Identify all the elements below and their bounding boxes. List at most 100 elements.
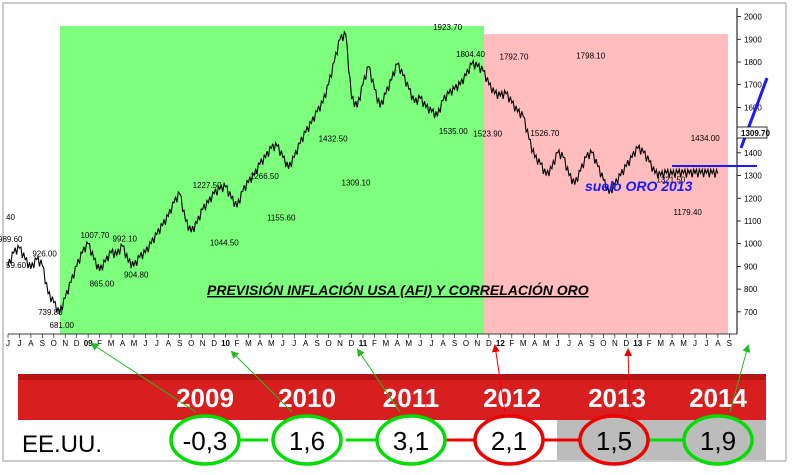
peak-label: 989.60 [0,235,23,244]
year-label: 2010 [278,383,336,413]
x-tick-label: F [97,339,102,348]
gold-price-series [7,30,719,315]
x-tick-label: J [430,339,434,348]
peak-label: 1007.70 [80,231,109,240]
peak-label: 904.80 [124,270,149,279]
x-tick-label: A [166,339,172,348]
left-cut-label-2: 59.60 [6,261,27,270]
x-tick-label: M [131,339,138,348]
x-tick-label: D [623,339,629,348]
inflation-circle [473,414,545,466]
x-tick-label: A [532,339,538,348]
y-tick-label: 1600 [744,103,762,112]
year-label: 2011 [383,383,439,413]
x-tick-label: M [520,339,527,348]
x-tick-label: A [669,339,675,348]
x-tick-label: D [486,339,492,348]
x-tick-label: O [600,339,606,348]
peak-labels: 989.60 926.00 739.80 681.00 1007.70 865.00 992… [0,23,720,330]
x-tick-label: J [155,339,159,348]
y-tick-label: 2000 [744,13,762,22]
x-tick-label: S [177,339,182,348]
x-tick-label: J [6,339,10,348]
inflation-values: -0,3 1,6 3,1 2,1 1,5 1,9 [169,414,754,466]
x-tick-label: S [589,339,594,348]
inflation-value: 1,5 [596,426,632,456]
x-tick-label: 09 [84,339,93,348]
green-zone [60,26,484,334]
year-label: 2009 [176,383,234,413]
peak-label: 739.80 [38,308,63,317]
year-arrows [90,342,751,413]
x-tick-label: O [188,339,194,348]
peak-label: 1044.50 [210,239,239,248]
x-tick-label: O [463,339,469,348]
peak-label: 1523.90 [473,130,502,139]
y-tick-label: 900 [744,262,758,271]
year-banner [18,374,766,420]
inflation-value: 1,9 [700,426,736,456]
x-tick-label: D [211,339,217,348]
peak-label: 1535.00 [439,127,468,136]
x-tick-label: F [647,339,652,348]
peak-label: 1792.70 [500,53,529,62]
inflation-value: 2,1 [491,426,527,456]
inflation-circle [271,414,343,466]
x-tick-label: A [440,339,446,348]
peak-label: 681.00 [50,321,75,330]
x-tick-label: J [556,339,560,348]
peak-label: 1227.50 [193,181,222,190]
peak-label: 865.00 [90,279,115,288]
y-tick-label: 700 [744,308,758,317]
x-tick-label: M [543,339,550,348]
y-tick-label: 1400 [744,149,762,158]
peak-label: 1155.60 [267,213,296,222]
y-tick-label: 1900 [744,35,762,44]
peak-label: 1266.50 [250,172,279,181]
floor-annotation: suelo ORO 2013 [585,178,693,194]
x-tick-label: M [383,339,390,348]
x-tick-label: J [281,339,285,348]
x-tick-label: A [257,339,263,348]
inflation-value: -0,3 [183,426,228,456]
x-tick-label: O [51,339,57,348]
x-tick-label: 13 [633,339,642,348]
y-tick-label: 1100 [744,217,762,226]
x-tick-label: F [235,339,240,348]
x-tick-label: M [405,339,412,348]
x-tick-label: D [349,339,355,348]
peak-label: 1526.70 [530,129,559,138]
x-tick-label: S [314,339,319,348]
peak-label: 1804.40 [456,50,485,59]
y-tick-label: 1800 [744,58,762,67]
x-tick-label: S [727,339,732,348]
x-tick-label: J [704,339,708,348]
inflation-circle [169,414,241,466]
x-tick-label: A [120,339,126,348]
peak-label: 1309.10 [342,178,371,187]
y-tick-label: 1000 [744,240,762,249]
year-label: 2013 [588,383,646,413]
country-label: EE.UU. [22,431,102,458]
inflation-value: 1,6 [289,426,325,456]
x-tick-label: S [40,339,45,348]
x-tick-label: J [143,339,147,348]
series-line [7,30,719,315]
peak-label: 926.00 [32,249,57,258]
x-tick-label: J [17,339,21,348]
month-ticks: J J A S O N D 09 F M A M J J A S O N D 10 F M A M J J A S O N D 11 F M A M J… [6,334,732,348]
peak-label: 1179.40 [674,208,703,217]
inflation-circle [682,414,754,466]
x-tick-label: N [200,339,206,348]
x-tick-label: F [509,339,514,348]
x-tick-label: N [62,339,68,348]
x-tick-label: N [612,339,618,348]
x-tick-label: A [28,339,34,348]
y-tick-label: 800 [744,285,758,294]
x-tick-label: 12 [496,339,505,348]
x-tick-label: A [578,339,584,348]
x-tick-label: N [337,339,343,348]
x-tick-label: M [108,339,115,348]
